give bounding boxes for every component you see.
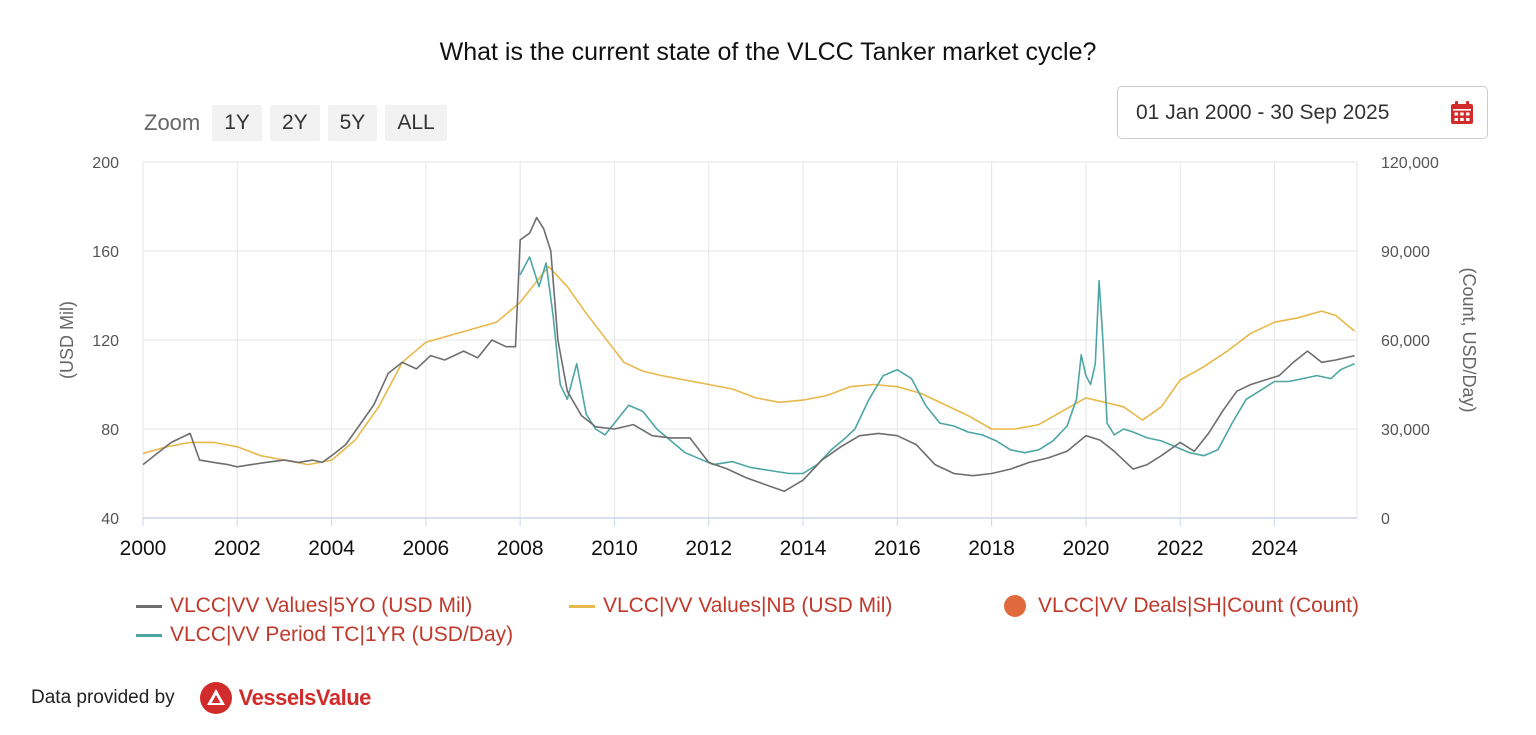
x-tick-label: 2008 [497, 537, 544, 560]
legend-label-values-nb: VLCC|VV Values|NB (USD Mil) [603, 594, 893, 617]
x-tick-label: 2010 [591, 537, 638, 560]
footer: Data provided by VesselsValue [31, 681, 371, 715]
x-tick-label: 2006 [403, 537, 450, 560]
x-tick-label: 2024 [1251, 537, 1298, 560]
x-tick-label: 2018 [968, 537, 1015, 560]
legend: VLCC|VV Values|5YO (USD Mil) VLCC|VV Val… [136, 594, 1359, 647]
y-axis-right-title: (Count, USD/Day) [1459, 267, 1479, 412]
series-line-values-5yo[interactable] [142, 216, 1355, 493]
calendar-icon[interactable] [1449, 100, 1475, 126]
vesselsvalue-logo-icon [199, 682, 232, 714]
data-provider-label: Data provided by [31, 687, 175, 708]
legend-label-values-5yo: VLCC|VV Values|5YO (USD Mil) [170, 594, 473, 617]
legend-swatch-values-5yo [136, 604, 162, 608]
x-tick-label: 2012 [685, 537, 732, 560]
x-tick-label: 2022 [1157, 537, 1204, 560]
legend-item-values-nb[interactable]: VLCC|VV Values|NB (USD Mil) [569, 594, 892, 618]
y-tick-right-label: 90,000 [1381, 244, 1430, 261]
legend-item-period-tc[interactable]: VLCC|VV Period TC|1YR (USD/Day) [136, 623, 513, 647]
y-tick-left-label: 40 [101, 511, 119, 528]
legend-swatch-period-tc [136, 633, 162, 637]
y-tick-left-label: 200 [92, 155, 119, 172]
y-tick-right-label: 120,000 [1381, 155, 1439, 172]
chart-plot: 4080120160200030,00060,00090,000120,0002… [57, 155, 1479, 560]
y-tick-right-label: 30,000 [1381, 422, 1430, 439]
x-tick-label: 2002 [214, 537, 261, 560]
date-range-value: 01 Jan 2000 - 30 Sep 2025 [1136, 101, 1390, 124]
legend-label-deals-count: VLCC|VV Deals|SH|Count (Count) [1038, 594, 1359, 617]
y-tick-left-label: 160 [92, 244, 119, 261]
y-tick-right-label: 60,000 [1381, 333, 1430, 350]
y-tick-right-label: 0 [1381, 511, 1390, 528]
zoom-5y-button[interactable]: 5Y [327, 105, 378, 141]
chart-title: What is the current state of the VLCC Ta… [439, 38, 1097, 66]
legend-item-values-5yo[interactable]: VLCC|VV Values|5YO (USD Mil) [136, 594, 472, 618]
legend-swatch-deals-count [1004, 595, 1026, 617]
x-tick-label: 2016 [874, 537, 921, 560]
zoom-2y-button[interactable]: 2Y [269, 105, 320, 141]
y-tick-left-label: 120 [92, 333, 119, 350]
legend-item-deals-count[interactable]: VLCC|VV Deals|SH|Count (Count) [1004, 594, 1359, 618]
vesselsvalue-logo[interactable]: VesselsValue [199, 681, 371, 715]
zoom-controls: Zoom 1Y 2Y 5Y ALL [144, 104, 447, 142]
x-tick-label: 2000 [120, 537, 167, 560]
series-line-period-tc[interactable] [519, 256, 1355, 475]
zoom-1y-button[interactable]: 1Y [212, 105, 262, 141]
date-range-input[interactable]: 01 Jan 2000 - 30 Sep 2025 [1117, 86, 1488, 139]
zoom-all-button[interactable]: ALL [385, 105, 447, 141]
y-tick-left-label: 80 [101, 422, 119, 439]
legend-label-period-tc: VLCC|VV Period TC|1YR (USD/Day) [170, 623, 514, 646]
x-tick-label: 2014 [780, 537, 827, 560]
x-tick-label: 2004 [308, 537, 355, 560]
zoom-label: Zoom [144, 110, 201, 135]
vesselsvalue-logo-text: VesselsValue [238, 685, 372, 710]
series-line-values-nb[interactable] [142, 265, 1356, 466]
x-tick-label: 2020 [1063, 537, 1110, 560]
legend-swatch-values-nb [569, 604, 595, 608]
y-axis-left-title: (USD Mil) [57, 301, 77, 379]
